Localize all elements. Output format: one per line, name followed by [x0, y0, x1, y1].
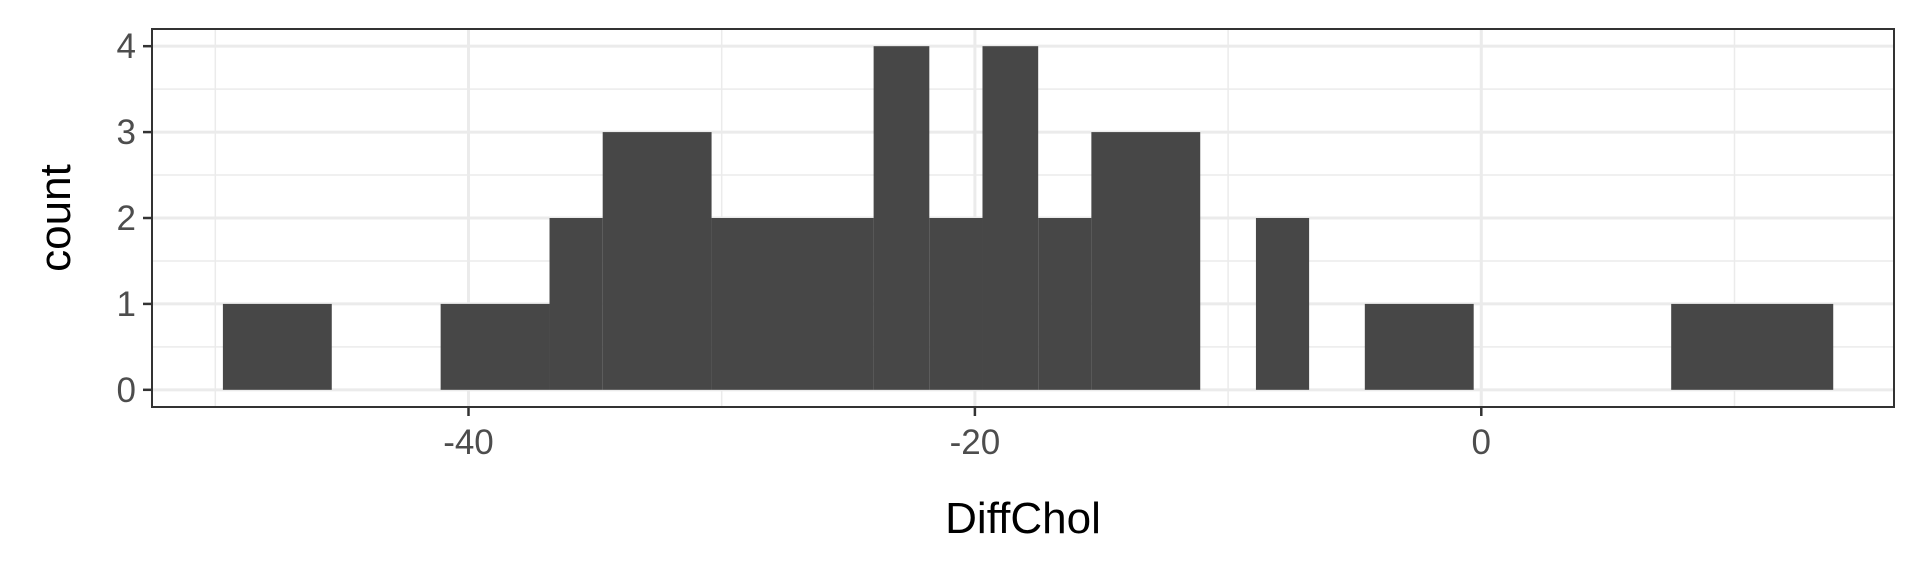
histogram-bars	[222, 46, 1834, 390]
y-tick-label: 3	[117, 113, 136, 152]
x-tick-label: -20	[950, 423, 1001, 462]
histogram-bar	[873, 46, 930, 390]
histogram-bar	[1364, 303, 1474, 390]
y-axis-title: count	[31, 164, 80, 272]
histogram-bar	[711, 218, 874, 390]
histogram-bar	[1038, 218, 1092, 390]
x-axis-title: DiffChol	[945, 494, 1101, 543]
x-tick-label: 0	[1472, 423, 1491, 462]
x-tick-label: -40	[443, 423, 494, 462]
histogram-bar	[222, 303, 332, 390]
histogram-bar	[440, 303, 550, 390]
y-tick-label: 2	[117, 199, 136, 238]
y-tick-label: 4	[117, 27, 136, 66]
histogram-bar	[602, 132, 712, 390]
y-tick-label: 1	[117, 285, 136, 324]
histogram-bar	[549, 218, 603, 390]
histogram-bar	[1671, 303, 1834, 390]
histogram-bar	[1255, 218, 1310, 390]
histogram-bar	[929, 218, 983, 390]
histogram-bar	[982, 46, 1039, 390]
x-axis-ticks: -40 -20 0	[443, 407, 1491, 462]
y-tick-label: 0	[117, 371, 136, 410]
y-axis-ticks: 0 1 2 3 4	[117, 27, 152, 410]
histogram-bar	[1091, 132, 1201, 390]
